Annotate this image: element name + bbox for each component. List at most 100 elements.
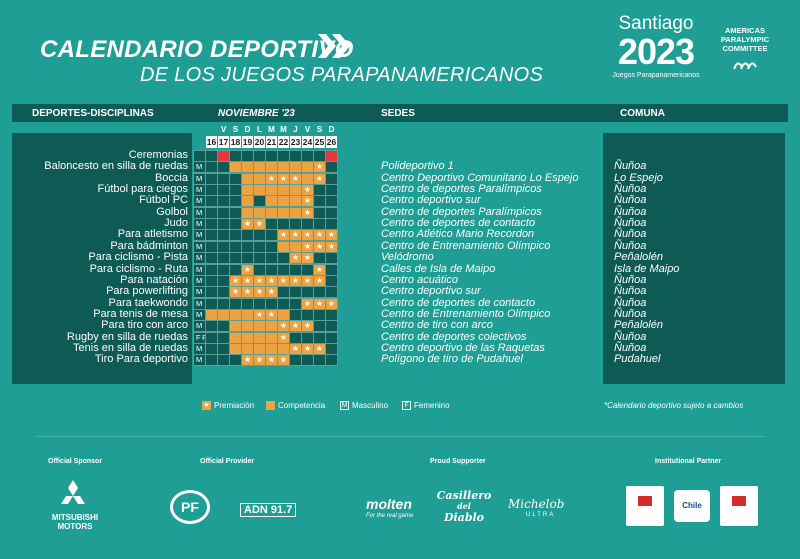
day-cell <box>325 195 338 208</box>
day-number-label: 24 <box>302 136 313 148</box>
day-cell <box>205 161 218 174</box>
day-cell <box>205 252 218 265</box>
award-star-icon: ★ <box>303 241 312 251</box>
award-star-icon: ★ <box>267 355 276 365</box>
day-cell <box>325 218 338 231</box>
day-cell: ★ <box>241 354 254 367</box>
award-star-icon: ★ <box>315 275 324 285</box>
day-cell <box>241 161 254 174</box>
award-star-icon: ★ <box>267 275 276 285</box>
day-cell <box>241 206 254 219</box>
award-star-icon: ★ <box>243 355 252 365</box>
day-cell: ★ <box>277 354 290 367</box>
gender-box: M F <box>193 229 217 242</box>
gender-box: M F <box>193 354 217 367</box>
day-cell: ★ <box>277 320 290 333</box>
footer-divider <box>36 436 766 437</box>
venue-name: Centro acuático <box>381 273 459 286</box>
day-cell <box>241 308 254 321</box>
day-cell: ★ <box>265 354 278 367</box>
day-cell <box>205 297 218 310</box>
day-cell <box>229 320 242 333</box>
day-cell: ★ <box>277 274 290 287</box>
day-cell <box>229 161 242 174</box>
award-star-icon: ★ <box>279 230 288 240</box>
day-cell: ★ <box>289 320 302 333</box>
award-star-icon: ★ <box>291 230 300 240</box>
title-line2: DE LOS JUEGOS PARAPANAMERICANOS <box>140 64 544 86</box>
day-cell <box>265 150 278 162</box>
award-star-icon: ★ <box>279 173 288 183</box>
adn-logo: ADN 91.7 <box>240 503 297 517</box>
day-cell <box>253 161 266 174</box>
day-cell <box>313 184 326 197</box>
ministry-logo-1 <box>626 486 664 526</box>
day-cell <box>241 342 254 355</box>
day-cell <box>277 308 290 321</box>
day-cell: ★ <box>313 274 326 287</box>
day-cell <box>205 286 218 299</box>
venue-name: Polígono de tiro de Pudahuel <box>381 353 523 366</box>
day-cell <box>265 161 278 174</box>
day-cell <box>325 342 338 355</box>
day-cell <box>241 252 254 265</box>
day-cell: ★ <box>325 229 338 242</box>
sport-name: Para tiro con arco <box>101 319 188 332</box>
day-cell <box>313 354 326 367</box>
day-of-week-label: S <box>316 125 323 134</box>
day-cell <box>325 263 338 276</box>
day-cell: ★ <box>241 286 254 299</box>
sport-name: Rugby en silla de ruedas <box>66 330 188 343</box>
commune-name: Ñuñoa <box>614 273 647 286</box>
day-number-label: 18 <box>230 136 241 148</box>
day-cell <box>229 184 242 197</box>
day-cell <box>217 297 230 310</box>
award-star-icon: ★ <box>231 275 240 285</box>
commune-name: Peñalolén <box>614 251 663 264</box>
day-cell <box>289 354 302 367</box>
day-cell <box>229 308 242 321</box>
day-cell <box>277 150 290 162</box>
day-cell <box>217 172 230 185</box>
day-cell <box>265 297 278 310</box>
gender-box: M <box>193 195 217 208</box>
day-of-week-label: D <box>328 125 335 134</box>
award-star-icon: ★ <box>255 219 264 229</box>
legend-female: F Femenino <box>402 401 450 410</box>
award-star-icon: ★ <box>279 332 288 342</box>
day-cell <box>325 331 338 344</box>
gender-box: M F <box>193 206 217 219</box>
legend-male-label: Masculino <box>352 401 389 410</box>
day-cell <box>253 150 266 162</box>
day-cell <box>217 206 230 219</box>
day-cell <box>205 184 218 197</box>
day-of-week-label: V <box>220 125 227 134</box>
venue-name: Centro de tiro con arco <box>381 319 493 332</box>
day-cell <box>253 206 266 219</box>
day-cell: ★ <box>301 206 314 219</box>
venue-name: Centro de deportes Paralímpicos <box>381 183 542 196</box>
legend-competition-label: Competencia <box>278 401 326 410</box>
footer-supporter-heading: Proud Supporter <box>430 458 486 465</box>
day-cell <box>277 240 290 253</box>
day-cell: ★ <box>313 342 326 355</box>
gender-box: M F <box>193 274 217 287</box>
day-cell <box>205 354 218 367</box>
day-cell <box>301 218 314 231</box>
day-cell <box>217 274 230 287</box>
day-cell <box>253 320 266 333</box>
day-number-label: 16 <box>206 136 217 148</box>
gender-box: M F <box>193 308 217 321</box>
day-cell <box>325 206 338 219</box>
day-cell: ★ <box>301 229 314 242</box>
mitsubishi-logo: MITSUBISHI MOTORS <box>40 513 110 531</box>
commune-name: Pudahuel <box>614 353 661 366</box>
day-cell <box>289 308 302 321</box>
mitsubishi-text1: MITSUBISHI <box>51 513 99 522</box>
day-cell: ★ <box>241 218 254 231</box>
award-star-icon: ★ <box>243 264 252 274</box>
day-cell <box>277 195 290 208</box>
day-cell <box>301 263 314 276</box>
award-star-icon: ★ <box>267 309 276 319</box>
